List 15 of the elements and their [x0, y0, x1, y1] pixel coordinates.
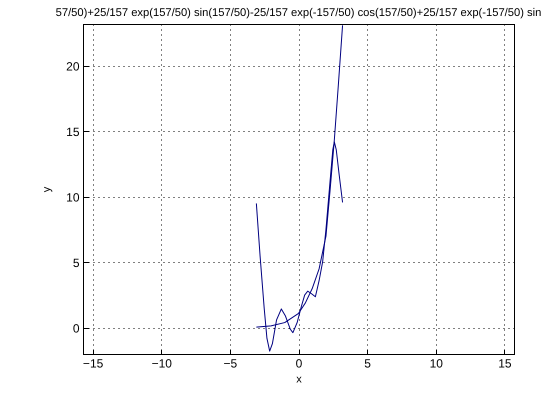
x-tick-label: −10	[152, 356, 172, 370]
y-tick-label: 15	[66, 124, 80, 139]
x-axis-title: x	[296, 374, 302, 386]
x-tick-label: −5	[224, 356, 238, 370]
x-tick-label: 15	[498, 356, 512, 370]
y-tick-label: 20	[66, 59, 80, 74]
y-tick-label: 10	[66, 190, 80, 204]
chart-title: 57/50)+25/157 exp(157/50) sin(157/50)-25/157 exp(-157/50) cos(157/50)+25/157 exp(-157/50) sin	[56, 6, 542, 19]
x-tick-label: 5	[364, 356, 372, 370]
y-axis-title: y	[41, 186, 54, 192]
y-tick-label: 0	[72, 321, 80, 336]
y-tick-label: 5	[72, 256, 80, 270]
x-tick-label: −15	[82, 356, 104, 370]
x-tick-label: 0	[296, 356, 303, 370]
x-tick-label: 10	[430, 356, 444, 370]
